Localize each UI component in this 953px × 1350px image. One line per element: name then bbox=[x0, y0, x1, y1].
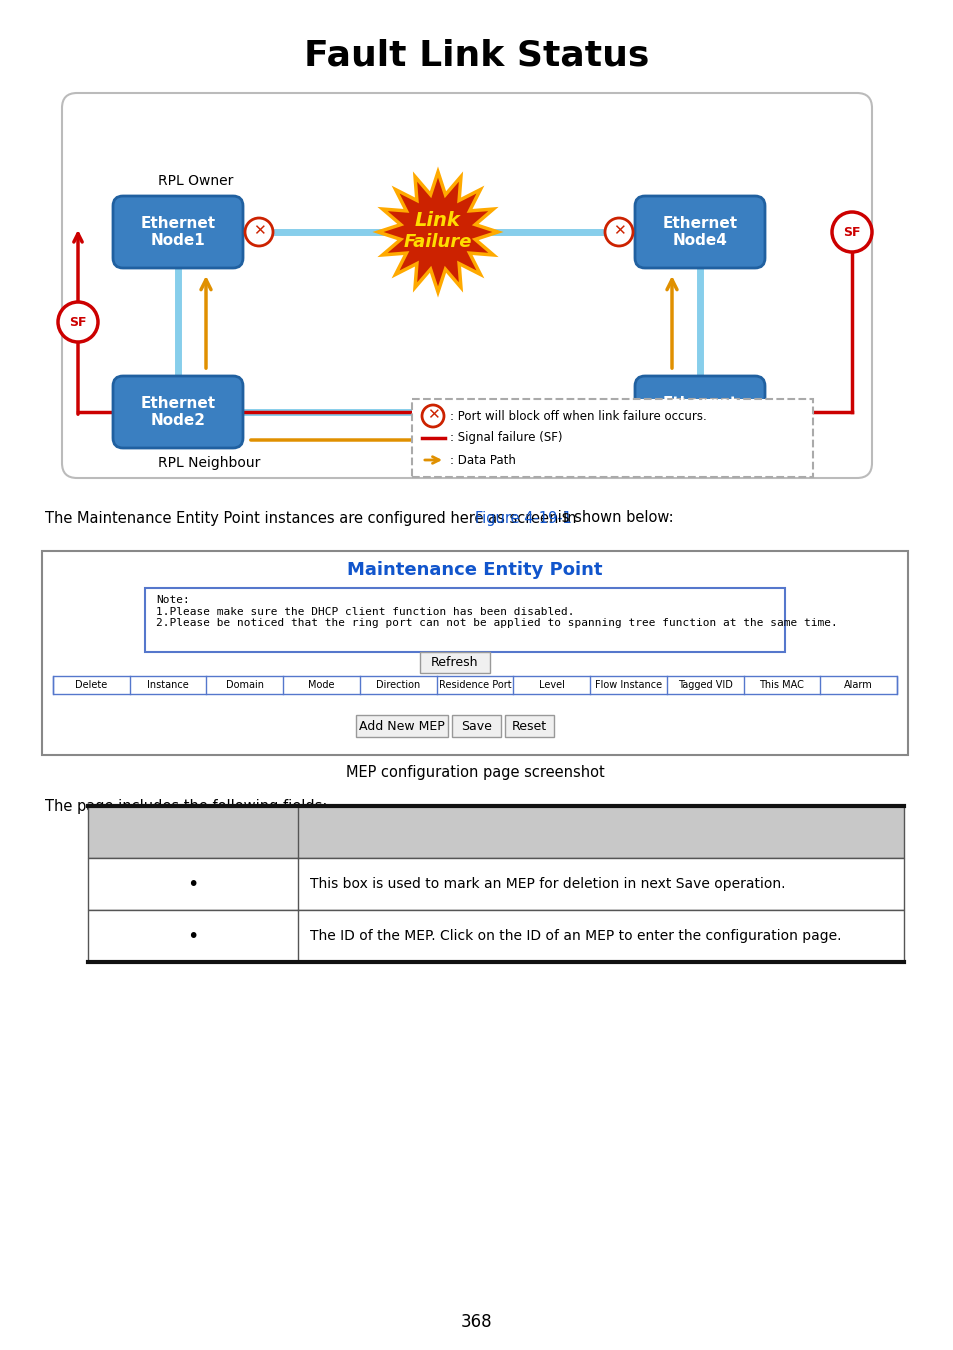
Text: •: • bbox=[187, 926, 198, 945]
FancyBboxPatch shape bbox=[88, 806, 903, 859]
Text: MEP configuration page screenshot: MEP configuration page screenshot bbox=[345, 764, 604, 779]
Text: Ethernet
Node2: Ethernet Node2 bbox=[140, 396, 215, 428]
Text: SF: SF bbox=[842, 225, 860, 239]
Text: : Data Path: : Data Path bbox=[450, 454, 516, 467]
FancyBboxPatch shape bbox=[635, 377, 764, 448]
FancyBboxPatch shape bbox=[88, 859, 903, 910]
Text: •: • bbox=[187, 875, 198, 894]
Text: ✕: ✕ bbox=[612, 224, 625, 239]
Text: ✕: ✕ bbox=[253, 224, 265, 239]
Text: Level: Level bbox=[538, 680, 564, 690]
Text: Failure: Failure bbox=[403, 234, 472, 251]
FancyBboxPatch shape bbox=[112, 377, 243, 448]
Text: Delete: Delete bbox=[75, 680, 108, 690]
Text: Add New MEP: Add New MEP bbox=[358, 720, 444, 733]
Text: Save: Save bbox=[460, 720, 492, 733]
Text: Instance: Instance bbox=[147, 680, 189, 690]
Text: Figure 4-19-1: Figure 4-19-1 bbox=[474, 510, 571, 525]
Text: Refresh: Refresh bbox=[431, 656, 478, 670]
Text: 368: 368 bbox=[460, 1314, 493, 1331]
Text: ✕: ✕ bbox=[426, 408, 439, 423]
Text: This box is used to mark an MEP for deletion in next Save operation.: This box is used to mark an MEP for dele… bbox=[310, 878, 784, 891]
Text: Note:
1.Please make sure the DHCP client function has been disabled.
2.Please be: Note: 1.Please make sure the DHCP client… bbox=[156, 595, 837, 628]
Circle shape bbox=[604, 217, 633, 246]
Text: Fault Link Status: Fault Link Status bbox=[304, 38, 649, 72]
FancyBboxPatch shape bbox=[53, 676, 896, 694]
Text: The page includes the following fields:: The page includes the following fields: bbox=[45, 799, 327, 814]
Text: RPL Neighbour: RPL Neighbour bbox=[158, 456, 260, 470]
FancyBboxPatch shape bbox=[504, 716, 554, 737]
Text: Direction: Direction bbox=[375, 680, 420, 690]
Text: Ethernet
Node4: Ethernet Node4 bbox=[661, 216, 737, 248]
Text: : Signal failure (SF): : Signal failure (SF) bbox=[450, 432, 562, 444]
FancyBboxPatch shape bbox=[355, 716, 448, 737]
Circle shape bbox=[831, 212, 871, 252]
Text: The Maintenance Entity Point instances are configured here as screen in: The Maintenance Entity Point instances a… bbox=[45, 510, 576, 525]
FancyBboxPatch shape bbox=[112, 196, 243, 269]
FancyBboxPatch shape bbox=[145, 589, 784, 652]
Text: Alarm: Alarm bbox=[843, 680, 872, 690]
Text: SF: SF bbox=[70, 316, 87, 328]
Text: Ethernet
Node3: Ethernet Node3 bbox=[661, 396, 737, 428]
Text: Flow Instance: Flow Instance bbox=[595, 680, 661, 690]
FancyBboxPatch shape bbox=[412, 400, 812, 477]
FancyBboxPatch shape bbox=[88, 910, 903, 963]
Text: Link: Link bbox=[415, 211, 460, 230]
Text: Mode: Mode bbox=[308, 680, 335, 690]
Text: Maintenance Entity Point: Maintenance Entity Point bbox=[347, 562, 602, 579]
Circle shape bbox=[58, 302, 98, 342]
Text: This MAC: This MAC bbox=[759, 680, 803, 690]
Text: The ID of the MEP. Click on the ID of an MEP to enter the configuration page.: The ID of the MEP. Click on the ID of an… bbox=[310, 929, 841, 944]
FancyBboxPatch shape bbox=[452, 716, 500, 737]
Text: Tagged VID: Tagged VID bbox=[677, 680, 732, 690]
FancyBboxPatch shape bbox=[419, 652, 490, 674]
Circle shape bbox=[421, 405, 443, 427]
Text: Ethernet
Node1: Ethernet Node1 bbox=[140, 216, 215, 248]
Polygon shape bbox=[377, 171, 497, 292]
FancyBboxPatch shape bbox=[62, 93, 871, 478]
Text: Domain: Domain bbox=[226, 680, 264, 690]
Text: RPL Owner: RPL Owner bbox=[158, 174, 233, 188]
Circle shape bbox=[245, 217, 273, 246]
Text: Reset: Reset bbox=[512, 720, 546, 733]
Text: is shown below:: is shown below: bbox=[553, 510, 673, 525]
FancyBboxPatch shape bbox=[635, 196, 764, 269]
Text: : Port will block off when link failure occurs.: : Port will block off when link failure … bbox=[450, 409, 706, 423]
FancyBboxPatch shape bbox=[42, 551, 907, 755]
Text: Residence Port: Residence Port bbox=[438, 680, 511, 690]
